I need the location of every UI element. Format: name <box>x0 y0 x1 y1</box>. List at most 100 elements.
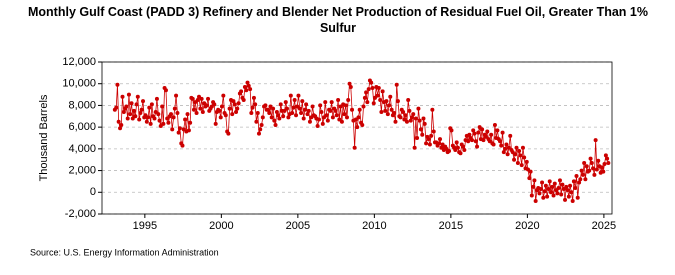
data-point <box>334 113 339 118</box>
data-point <box>514 145 519 150</box>
data-point <box>538 187 543 192</box>
data-point <box>174 93 179 98</box>
data-point <box>541 195 546 200</box>
data-point <box>392 111 397 116</box>
x-tick-label: 2015 <box>439 220 463 232</box>
data-point <box>129 101 134 106</box>
data-point <box>497 139 502 144</box>
data-point <box>565 188 570 193</box>
data-point <box>114 105 119 110</box>
data-point <box>362 95 367 100</box>
data-point <box>473 139 478 144</box>
data-point <box>333 108 338 113</box>
x-tick-label: 2010 <box>362 220 386 232</box>
data-point <box>555 191 560 196</box>
data-point <box>395 99 400 104</box>
data-point <box>531 184 536 189</box>
data-point <box>407 108 412 113</box>
data-point <box>515 160 520 165</box>
data-point <box>330 115 335 120</box>
data-point <box>177 126 182 131</box>
data-point <box>231 99 236 104</box>
source: Source: U.S. Energy Information Administ… <box>30 247 219 257</box>
data-point <box>336 98 341 102</box>
data-point <box>462 147 467 152</box>
data-point <box>537 191 542 196</box>
data-point <box>410 115 415 120</box>
y-tick-label: 6,000 <box>68 121 96 133</box>
data-point <box>584 164 589 169</box>
data-point <box>244 88 249 93</box>
data-point <box>427 142 432 147</box>
data-point <box>344 115 349 120</box>
data-point <box>160 104 165 109</box>
data-point <box>294 113 299 118</box>
data-point <box>580 172 585 177</box>
data-point <box>319 109 324 114</box>
data-point <box>278 102 283 107</box>
data-point <box>297 106 302 111</box>
data-point <box>258 127 263 132</box>
data-point <box>438 137 443 142</box>
data-point <box>481 138 486 143</box>
data-point <box>369 80 374 85</box>
data-point <box>431 129 436 134</box>
data-point <box>491 142 496 147</box>
data-point <box>272 118 277 123</box>
data-point <box>420 132 425 137</box>
data-point <box>126 92 131 97</box>
data-point <box>116 119 121 124</box>
data-point <box>253 102 258 107</box>
data-point <box>290 111 295 116</box>
y-tick-label: 4,000 <box>68 143 96 155</box>
data-point <box>137 117 142 122</box>
data-point <box>380 89 385 94</box>
data-point <box>416 106 421 111</box>
data-point <box>288 93 293 98</box>
data-point <box>357 107 362 112</box>
data-point <box>574 174 579 178</box>
data-point <box>582 160 587 165</box>
data-point <box>323 100 328 105</box>
data-point <box>163 88 168 93</box>
data-point <box>134 102 139 107</box>
data-point <box>131 108 136 113</box>
data-point <box>603 153 608 158</box>
data-point <box>305 112 310 117</box>
data-point <box>566 194 571 199</box>
data-point <box>206 96 211 101</box>
x-tick-label: 2000 <box>209 220 233 232</box>
y-tick-label: 10,000 <box>62 78 96 90</box>
data-point <box>413 116 418 121</box>
data-point <box>564 184 569 189</box>
data-point <box>260 115 265 120</box>
data-point <box>529 193 534 198</box>
data-point <box>125 116 130 121</box>
data-point <box>263 103 268 108</box>
chart-title: Monthly Gulf Coast (PADD 3) Refinery and… <box>28 5 648 35</box>
data-point <box>204 103 209 108</box>
data-point <box>118 126 123 131</box>
data-point <box>455 145 460 150</box>
data-point <box>592 172 597 177</box>
data-point <box>171 115 176 120</box>
data-point <box>273 122 278 127</box>
data-point <box>371 101 376 106</box>
data-point <box>235 106 240 111</box>
data-point <box>361 104 366 109</box>
data-point <box>389 107 394 112</box>
data-point <box>569 190 574 195</box>
data-point <box>501 150 506 155</box>
data-point <box>161 121 166 126</box>
x-tick-label: 2020 <box>515 220 539 232</box>
data-point <box>589 160 594 165</box>
data-point <box>495 128 500 133</box>
y-tick-label: -2,000 <box>65 208 96 220</box>
data-point <box>513 152 518 157</box>
data-point <box>339 119 344 124</box>
data-point <box>540 180 545 185</box>
data-point <box>559 192 564 197</box>
data-point <box>384 99 389 104</box>
